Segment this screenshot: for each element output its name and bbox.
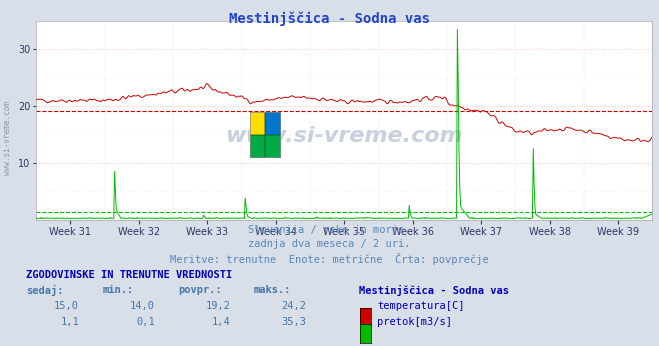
Text: 1,1: 1,1 [61, 317, 79, 327]
Text: 24,2: 24,2 [281, 301, 306, 311]
Text: Meritve: trenutne  Enote: metrične  Črta: povprečje: Meritve: trenutne Enote: metrične Črta: … [170, 253, 489, 265]
Text: min.:: min.: [102, 285, 133, 295]
Text: povpr.:: povpr.: [178, 285, 221, 295]
Text: www.si-vreme.com: www.si-vreme.com [3, 101, 13, 175]
Text: zadnja dva meseca / 2 uri.: zadnja dva meseca / 2 uri. [248, 239, 411, 249]
Text: www.si-vreme.com: www.si-vreme.com [225, 126, 463, 146]
Text: ZGODOVINSKE IN TRENUTNE VREDNOSTI: ZGODOVINSKE IN TRENUTNE VREDNOSTI [26, 270, 233, 280]
Text: Slovenija / reke in morje.: Slovenija / reke in morje. [248, 225, 411, 235]
Text: pretok[m3/s]: pretok[m3/s] [377, 317, 452, 327]
Text: 0,1: 0,1 [136, 317, 155, 327]
Text: sedaj:: sedaj: [26, 285, 64, 297]
Text: temperatura[C]: temperatura[C] [377, 301, 465, 311]
Text: 15,0: 15,0 [54, 301, 79, 311]
Text: 14,0: 14,0 [130, 301, 155, 311]
Text: Mestinjščica - Sodna vas: Mestinjščica - Sodna vas [359, 285, 509, 297]
Text: Mestinjščica - Sodna vas: Mestinjščica - Sodna vas [229, 11, 430, 26]
Text: 1,4: 1,4 [212, 317, 231, 327]
Text: 19,2: 19,2 [206, 301, 231, 311]
Text: 35,3: 35,3 [281, 317, 306, 327]
Text: maks.:: maks.: [254, 285, 291, 295]
